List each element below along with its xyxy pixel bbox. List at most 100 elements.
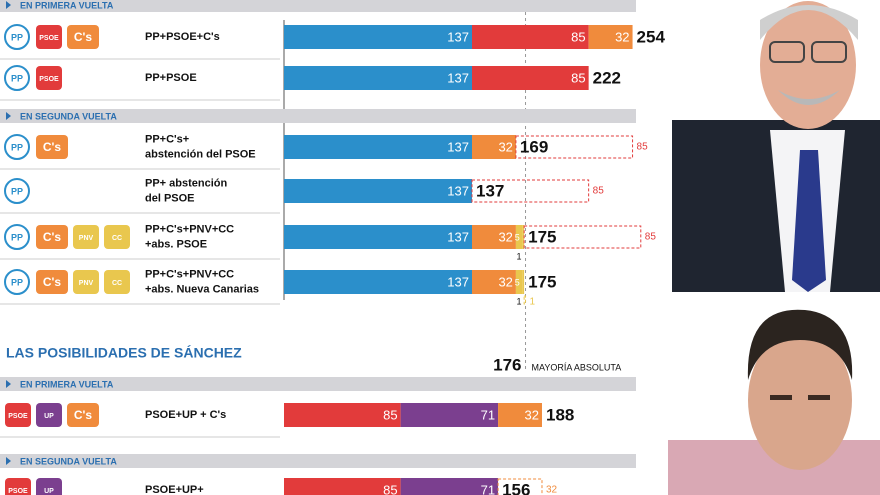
segment-label: 137 bbox=[447, 274, 469, 289]
party-logo bbox=[36, 403, 62, 427]
row-total: 137 bbox=[476, 181, 504, 200]
segment-label: 137 bbox=[447, 139, 469, 154]
row-total: 254 bbox=[637, 27, 666, 46]
segment-label: 32 bbox=[498, 274, 512, 289]
section-band bbox=[0, 377, 636, 391]
logo-text: C's bbox=[74, 30, 93, 44]
party-logo bbox=[5, 403, 31, 427]
logo-text: C's bbox=[43, 230, 62, 244]
row-label: +abs. Nueva Canarias bbox=[145, 283, 259, 295]
logo-text: CC bbox=[112, 280, 122, 287]
segment-label: 32 bbox=[615, 29, 629, 44]
bar-segment bbox=[498, 403, 542, 427]
party-logo bbox=[73, 270, 99, 294]
section-arrow bbox=[6, 112, 11, 120]
bar-segment bbox=[284, 66, 472, 90]
row-label: PSOE+UP+ bbox=[145, 484, 204, 495]
logo-text: PP bbox=[11, 186, 23, 196]
bar-segment bbox=[284, 403, 401, 427]
abstention-box bbox=[523, 295, 527, 305]
abstention-label: 85 bbox=[593, 186, 605, 197]
section-title: EN PRIMERA VUELTA bbox=[20, 379, 114, 389]
row-label: PP+ abstención bbox=[145, 177, 228, 189]
segment-label: 137 bbox=[447, 183, 469, 198]
segment-label: 85 bbox=[571, 70, 585, 85]
bar-segment bbox=[400, 403, 499, 427]
segment-label: 1 bbox=[516, 296, 521, 306]
bar-segment bbox=[472, 135, 516, 159]
section-band bbox=[0, 0, 636, 12]
section-title: EN SEGUNDA VUELTA bbox=[20, 456, 117, 466]
bar-segment bbox=[522, 225, 525, 249]
segment-label: 1 bbox=[516, 251, 521, 261]
logo-text: PNV bbox=[79, 235, 94, 242]
abstention-label: 85 bbox=[637, 142, 649, 153]
logo-text: PP bbox=[11, 32, 23, 42]
section-arrow bbox=[6, 1, 11, 9]
bar-segment bbox=[284, 478, 401, 495]
row-total: 175 bbox=[528, 227, 556, 246]
abstention-box bbox=[497, 478, 543, 495]
section-title: EN PRIMERA VUELTA bbox=[20, 0, 114, 10]
party-logo bbox=[4, 269, 30, 295]
majority-label: MAYORÍA ABSOLUTA bbox=[532, 362, 622, 372]
party-logo bbox=[104, 270, 130, 294]
logo-text: C's bbox=[43, 275, 62, 289]
logo-text: PP bbox=[11, 277, 23, 287]
row-total: 169 bbox=[520, 137, 548, 156]
segment-label: 85 bbox=[383, 482, 397, 495]
section-heading: LAS POSIBILIDADES DE SÁNCHEZ bbox=[6, 345, 242, 361]
bar-segment bbox=[284, 225, 472, 249]
rajoy-photo bbox=[672, 1, 880, 292]
segment-label: 5 bbox=[515, 232, 520, 242]
logo-text: PP bbox=[11, 142, 23, 152]
logo-text: PNV bbox=[79, 280, 94, 287]
bar-segment bbox=[284, 25, 472, 49]
party-logo bbox=[36, 225, 68, 249]
logo-text: UP bbox=[44, 488, 54, 495]
row-label: +abs. PSOE bbox=[145, 238, 207, 250]
abstention-box bbox=[523, 225, 642, 249]
party-logo bbox=[4, 65, 30, 91]
party-logo bbox=[4, 178, 30, 204]
segment-label: 137 bbox=[447, 229, 469, 244]
bar-segment bbox=[472, 25, 589, 49]
segment-label: 5 bbox=[515, 277, 520, 287]
segment-label: 85 bbox=[383, 407, 397, 422]
bar-segment bbox=[588, 25, 633, 49]
row-label: PP+C's+PNV+CC bbox=[145, 268, 234, 280]
row-total: 175 bbox=[528, 272, 556, 291]
bar-segment bbox=[515, 225, 523, 249]
abstention-box bbox=[471, 179, 590, 203]
logo-text: UP bbox=[44, 413, 54, 420]
section-band bbox=[0, 109, 636, 123]
row-label: PP+C's+PNV+CC bbox=[145, 223, 234, 235]
segment-label: 32 bbox=[525, 407, 539, 422]
segment-label: 32 bbox=[498, 139, 512, 154]
party-logo bbox=[104, 225, 130, 249]
bar-segment bbox=[522, 270, 525, 294]
row-label: PSOE+UP + C's bbox=[145, 409, 226, 421]
bar-segment bbox=[284, 179, 472, 203]
party-logo bbox=[36, 270, 68, 294]
logo-text: PSOE bbox=[8, 413, 28, 420]
row-label: abstención del PSOE bbox=[145, 148, 256, 160]
logo-text: PSOE bbox=[8, 488, 28, 495]
logo-text: CC bbox=[112, 235, 122, 242]
abstention-label: 85 bbox=[645, 232, 657, 243]
party-logo bbox=[36, 25, 62, 49]
segment-label: 32 bbox=[498, 229, 512, 244]
bar-segment bbox=[472, 270, 516, 294]
logo-text: PSOE bbox=[39, 35, 59, 42]
section-arrow bbox=[6, 380, 11, 388]
bar-segment bbox=[515, 270, 523, 294]
party-logo bbox=[67, 403, 99, 427]
logo-text: PSOE bbox=[39, 76, 59, 83]
row-label: PP+PSOE+C's bbox=[145, 31, 220, 43]
row-label: del PSOE bbox=[145, 192, 195, 204]
sanchez-photo bbox=[668, 309, 880, 495]
row-total: 156 bbox=[502, 480, 530, 495]
segment-label: 85 bbox=[571, 29, 585, 44]
logo-text: PP bbox=[11, 232, 23, 242]
